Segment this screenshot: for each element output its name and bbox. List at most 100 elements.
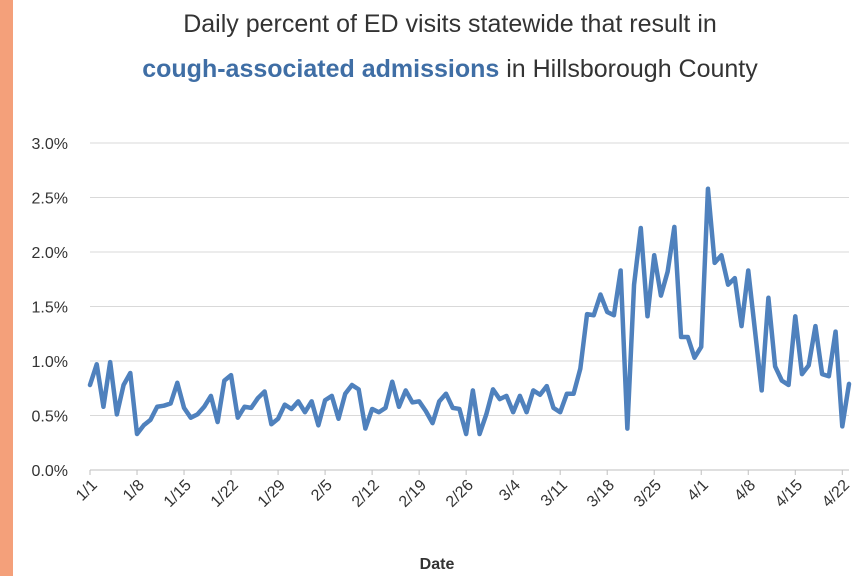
data-point [385, 407, 386, 408]
data-point [439, 401, 440, 402]
data-point [372, 408, 373, 409]
data-point [398, 406, 399, 407]
data-point [815, 326, 816, 327]
data-point [358, 389, 359, 390]
data-point [486, 414, 487, 415]
y-tick-label: 0.0% [32, 463, 68, 480]
series-line [87, 186, 852, 437]
data-point [116, 414, 117, 415]
data-point [593, 315, 594, 316]
data-point [687, 337, 688, 338]
y-tick-label: 3.0% [32, 136, 68, 153]
data-point [318, 425, 319, 426]
accent-bar [0, 0, 13, 576]
data-point [714, 262, 715, 263]
x-tick-label: 4/15 [772, 477, 806, 511]
gridlines [90, 142, 849, 471]
x-tick-label: 1/1 [73, 477, 101, 505]
data-point [466, 434, 467, 435]
x-tick-label: 2/12 [349, 477, 383, 511]
data-point [828, 376, 829, 377]
data-point [237, 417, 238, 418]
data-point [163, 405, 164, 406]
x-axis-title: Date [420, 556, 455, 573]
data-point [365, 428, 366, 429]
data-point [345, 393, 346, 394]
y-tick-label: 1.0% [32, 354, 68, 371]
data-point [546, 386, 547, 387]
data-point [741, 326, 742, 327]
chart-title-rest: in Hillsborough County [499, 55, 758, 83]
data-point [251, 407, 252, 408]
data-point [445, 393, 446, 394]
data-point [519, 395, 520, 396]
data-point [419, 401, 420, 402]
data-point [849, 383, 850, 384]
chart-title-highlight: cough-associated admissions [142, 55, 500, 83]
chart-title-line1: Daily percent of ED visits statewide tha… [183, 10, 717, 38]
data-point [412, 402, 413, 403]
data-point [795, 316, 796, 317]
data-point [754, 330, 755, 331]
y-tick-label: 0.5% [32, 409, 68, 426]
x-tick-label: 3/4 [496, 477, 524, 505]
data-point [681, 337, 682, 338]
data-point [304, 412, 305, 413]
data-point [378, 412, 379, 413]
data-point [801, 374, 802, 375]
data-point [472, 390, 473, 391]
data-point [513, 412, 514, 413]
x-tick-label: 2/26 [443, 477, 477, 511]
data-point [231, 375, 232, 376]
data-point [103, 406, 104, 407]
data-point [479, 434, 480, 435]
data-point [157, 406, 158, 407]
x-tick-label: 1/22 [208, 477, 242, 511]
data-point [432, 423, 433, 424]
data-point [761, 390, 762, 391]
data-point [835, 331, 836, 332]
x-tick-label: 4/8 [731, 477, 759, 505]
data-point [701, 346, 702, 347]
data-point [452, 407, 453, 408]
data-point [184, 407, 185, 408]
y-tick-label: 2.5% [32, 191, 68, 208]
data-point [647, 316, 648, 317]
data-point [540, 394, 541, 395]
data-point [493, 389, 494, 390]
data-point [613, 315, 614, 316]
data-point [499, 399, 500, 400]
data-point [405, 390, 406, 391]
data-point [459, 408, 460, 409]
data-point [331, 395, 332, 396]
data-point [506, 395, 507, 396]
x-tick-label: 1/29 [255, 477, 289, 511]
data-point [110, 362, 111, 363]
x-tick-label: 1/15 [161, 477, 195, 511]
data-point [768, 297, 769, 298]
data-point [748, 270, 749, 271]
data-point [573, 393, 574, 394]
data-point [210, 395, 211, 396]
data-point [291, 408, 292, 409]
data-point [775, 366, 776, 367]
data-point [560, 412, 561, 413]
data-point [244, 406, 245, 407]
y-tick-labels: 0.0% 0.5% 1.0% 1.5% 2.0% 2.5% 3.0% [32, 136, 68, 480]
data-point [587, 314, 588, 315]
x-tick-label: 3/18 [584, 477, 618, 511]
data-point [177, 382, 178, 383]
x-tick-label: 2/5 [308, 477, 336, 505]
x-tick-label: 4/1 [684, 477, 712, 505]
data-point [351, 384, 352, 385]
data-point [674, 226, 675, 227]
data-point [842, 426, 843, 427]
data-point [822, 374, 823, 375]
data-point [654, 255, 655, 256]
data-point [143, 425, 144, 426]
data-point [130, 372, 131, 373]
data-point [533, 390, 534, 391]
data-point [224, 380, 225, 381]
data-point [707, 188, 708, 189]
